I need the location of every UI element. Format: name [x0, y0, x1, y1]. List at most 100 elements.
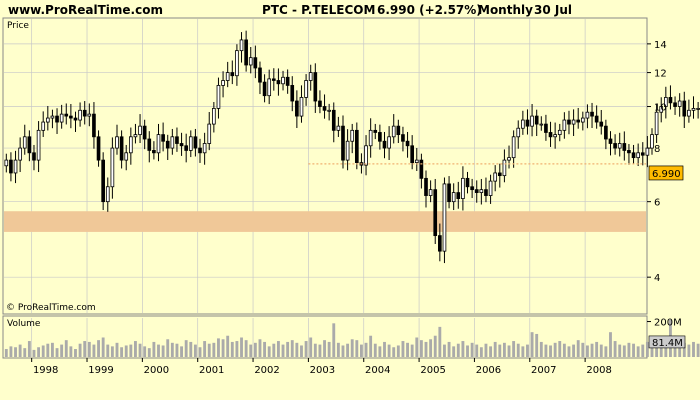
- candle-body: [493, 172, 498, 182]
- candle-body: [530, 115, 534, 127]
- volume-bar: [124, 345, 128, 357]
- x-tick-label: 2005: [420, 365, 445, 376]
- volume-bar: [281, 344, 285, 357]
- price-candles: [4, 30, 700, 264]
- candle-body: [179, 143, 184, 147]
- volume-bar: [115, 342, 119, 357]
- volume-bar: [466, 345, 469, 357]
- volume-bar: [599, 344, 603, 357]
- candle-body: [640, 152, 645, 156]
- volume-bar: [203, 341, 207, 357]
- candle-body: [414, 159, 419, 164]
- volume-bar: [664, 345, 668, 357]
- volume-bar: [392, 347, 396, 357]
- candle-body: [27, 136, 32, 154]
- volume-bar: [567, 346, 571, 357]
- candle-body: [59, 113, 64, 123]
- volume-bar: [696, 343, 700, 357]
- volume-bar: [64, 340, 68, 357]
- candle-body: [327, 109, 331, 112]
- candle-body: [198, 147, 202, 154]
- date-label: 30 Jul: [534, 3, 572, 17]
- x-tick-label: 2002: [254, 365, 279, 376]
- candle-body: [202, 143, 207, 154]
- price-change: 6.990 (+2.57%): [377, 3, 482, 17]
- volume-bar: [110, 346, 114, 357]
- candle-body: [345, 140, 350, 161]
- price-gridlines: [4, 19, 646, 357]
- volume-bar: [230, 341, 234, 357]
- candle-body: [613, 143, 617, 149]
- volume-bar: [595, 341, 599, 357]
- volume-bar: [539, 341, 543, 357]
- volume-bar: [346, 343, 350, 357]
- volume-bar: [364, 342, 368, 357]
- volume-bar: [240, 337, 243, 357]
- candle-body: [22, 136, 27, 149]
- candle-body: [585, 111, 590, 119]
- candle-body: [687, 109, 691, 117]
- x-tick-label: 2006: [476, 365, 501, 376]
- candle-body: [341, 125, 345, 161]
- candle-body: [382, 140, 387, 149]
- candle-body: [36, 129, 41, 161]
- candle-body: [516, 127, 521, 138]
- volume-bar: [74, 349, 77, 357]
- volume-bar: [641, 344, 645, 357]
- volume-bar: [650, 341, 654, 357]
- volume-bar: [489, 346, 493, 357]
- volume-bar: [613, 341, 617, 357]
- volume-bar: [332, 323, 336, 357]
- candle-body: [119, 136, 124, 161]
- y-tick-label: 10: [654, 103, 667, 114]
- volume-bar: [161, 345, 165, 357]
- price-y-axis: 4 6 8 10 12 14 6.990: [647, 40, 684, 284]
- candle-body: [216, 85, 221, 109]
- candle-body: [161, 134, 165, 142]
- volume-bar: [50, 342, 54, 357]
- candle-body: [267, 78, 272, 97]
- candle-body: [304, 80, 308, 98]
- candle-body: [484, 189, 488, 196]
- volume-bar: [217, 338, 220, 357]
- volume-bar: [193, 344, 197, 357]
- volume-bar: [438, 326, 442, 357]
- volume-bar: [97, 340, 100, 357]
- volume-bar: [143, 346, 147, 357]
- x-axis: 1998 1999 2000 2001 2002 2003 2004 2005 2006 2007…: [31, 358, 612, 376]
- volume-bar: [4, 349, 8, 357]
- last-price-tag: [648, 165, 684, 181]
- volume-panel-frame: [2, 315, 648, 359]
- candle-body: [331, 109, 336, 131]
- volume-bar: [378, 346, 382, 357]
- candle-body: [138, 125, 142, 136]
- candle-body: [13, 159, 18, 174]
- volume-bar: [106, 344, 110, 357]
- candle-body: [627, 150, 631, 154]
- volume-bar: [87, 341, 91, 357]
- volume-bar: [618, 344, 622, 357]
- shaded-band: [4, 211, 646, 232]
- volume-bar: [41, 345, 45, 357]
- candle-body: [562, 119, 567, 131]
- volume-bar: [447, 341, 451, 357]
- volume-bar: [645, 341, 649, 357]
- candle-body: [456, 192, 461, 199]
- candle-body: [290, 85, 295, 102]
- volume-bar: [456, 343, 460, 357]
- candle-body: [253, 57, 258, 69]
- candle-body: [677, 100, 682, 107]
- volume-bar: [295, 342, 299, 357]
- candle-body: [631, 152, 636, 159]
- candle-body: [184, 145, 189, 151]
- site-name[interactable]: www.ProRealTime.com: [8, 3, 163, 17]
- candle-body: [295, 100, 299, 117]
- volume-bar: [286, 341, 290, 357]
- volume-bar: [604, 346, 608, 357]
- volume-bar: [535, 333, 539, 357]
- candle-body: [299, 97, 304, 117]
- candle-body: [599, 121, 604, 127]
- volume-bar: [212, 342, 216, 357]
- candle-body: [373, 129, 378, 133]
- volume-bar: [138, 343, 142, 357]
